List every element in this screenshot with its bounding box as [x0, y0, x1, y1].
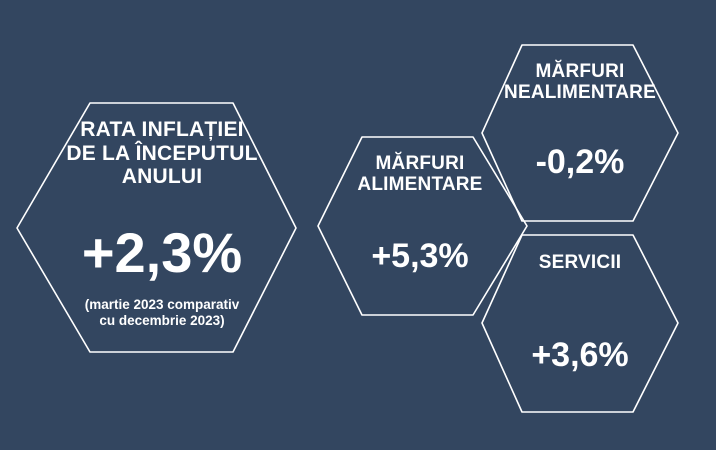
nonfood-value: -0,2% — [535, 143, 625, 181]
main-note: (martie 2023 comparativ cu decembrie 202… — [84, 297, 240, 329]
food-title: MĂRFURI ALIMENTARE — [357, 153, 483, 196]
hexagon-nonfood — [481, 44, 679, 222]
food-value: +5,3% — [371, 237, 469, 275]
hexagon-services — [481, 234, 679, 413]
main-value: +2,3% — [81, 221, 243, 284]
services-title: SERVICII — [538, 252, 622, 273]
main-title: RATA INFLAȚIEI DE LA ÎNCEPUTUL ANULUI — [66, 118, 258, 189]
hexagon-main — [16, 102, 297, 353]
services-value: +3,6% — [531, 336, 629, 374]
nonfood-title: MĂRFURI NEALIMENTARE — [504, 61, 656, 104]
hexagon-food — [317, 136, 528, 316]
